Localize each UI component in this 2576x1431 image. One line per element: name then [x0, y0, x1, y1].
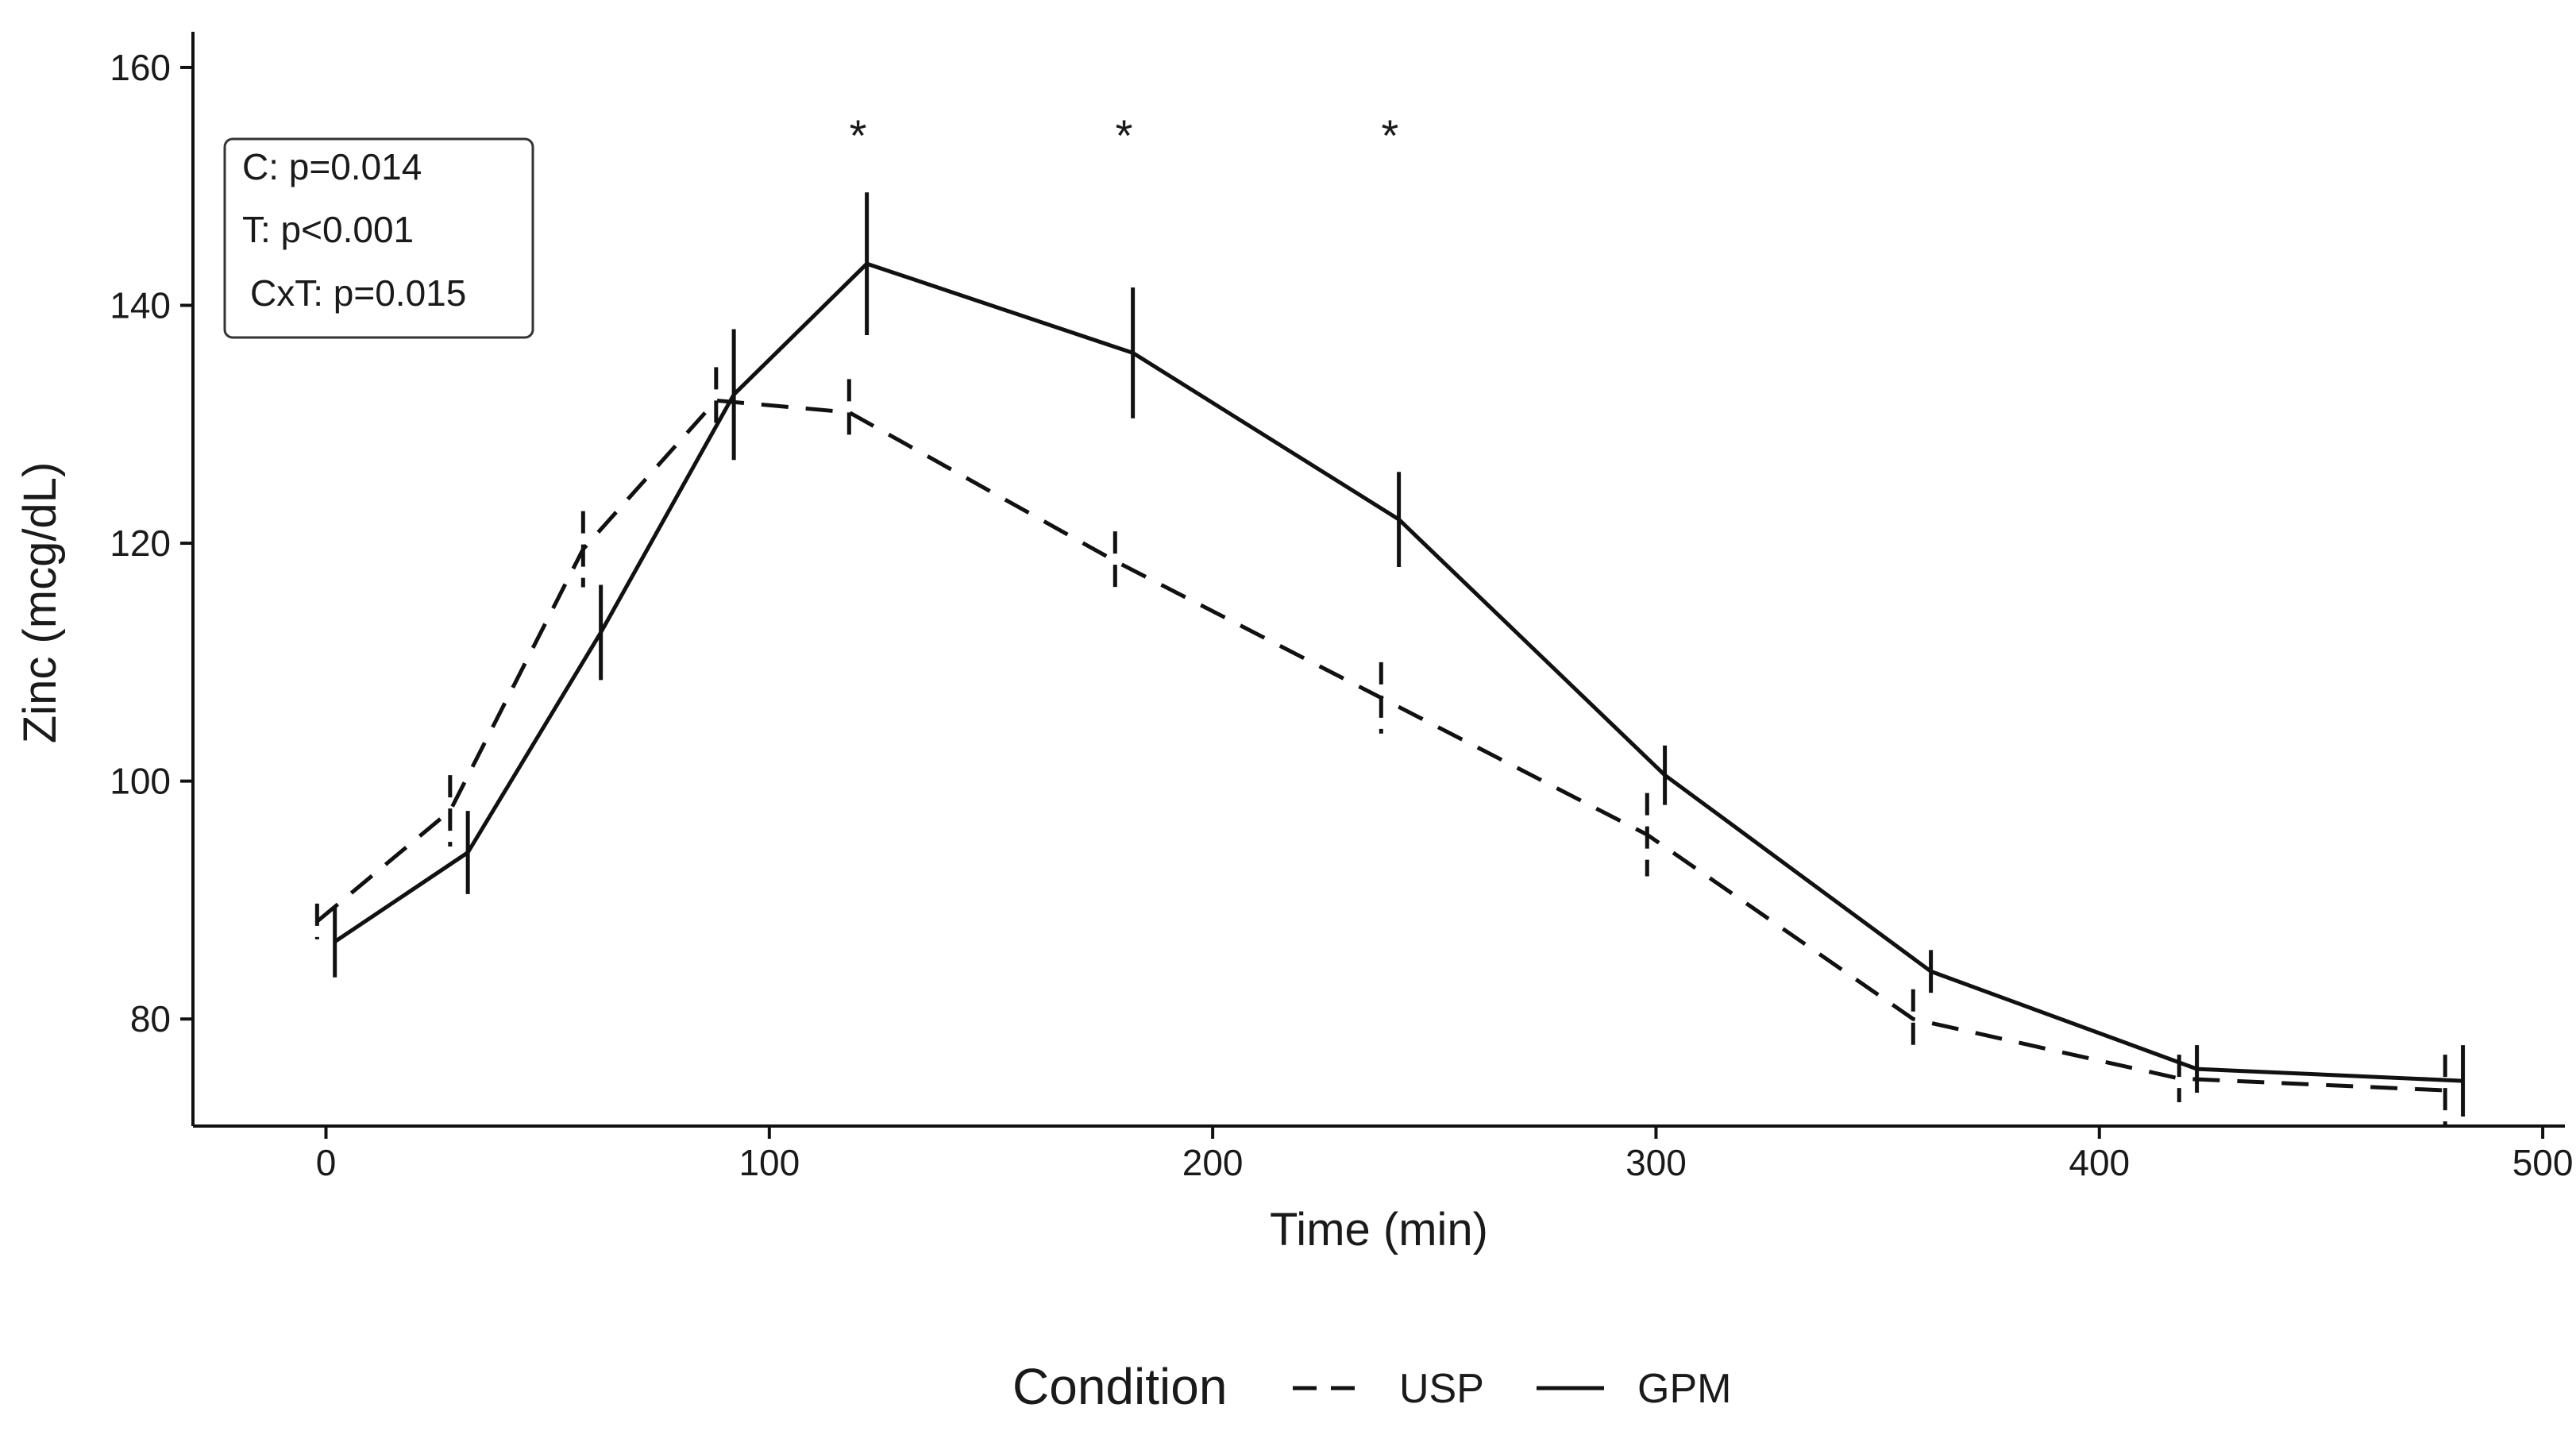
legend: Condition USP GPM: [1012, 1358, 1731, 1415]
y-tick-label: 120: [110, 523, 171, 564]
y-tick-label: 160: [110, 47, 171, 88]
annotations: * * * C: p=0.014 T: p<0.001 CxT: p=0.015: [223, 110, 1399, 339]
significance-star: *: [850, 110, 867, 160]
series-line-gpm: [334, 261, 2463, 1083]
significance-star: *: [1116, 110, 1133, 160]
y-tick-label: 80: [130, 998, 171, 1040]
x-tick-label: 500: [2512, 1142, 2574, 1183]
stats-line: T: p<0.001: [242, 209, 414, 250]
x-tick-label: 200: [1182, 1142, 1244, 1183]
legend-title: Condition: [1012, 1358, 1227, 1415]
stats-line: CxT: p=0.015: [250, 272, 466, 314]
x-tick-label: 0: [316, 1142, 337, 1183]
x-axis-title: Time (min): [1270, 1204, 1488, 1256]
series-usp: [314, 367, 2447, 1126]
x-tick-label: 100: [738, 1142, 800, 1183]
legend-label-usp: USP: [1399, 1366, 1484, 1412]
series-layer: [314, 192, 2466, 1126]
series-line-usp: [315, 398, 2446, 1093]
legend-label-gpm: GPM: [1637, 1366, 1731, 1412]
stats-line: C: p=0.014: [242, 146, 422, 187]
significance-star: *: [1382, 110, 1399, 160]
y-tick-label: 100: [110, 761, 171, 802]
y-axis-title: Zinc (mcg/dL): [14, 462, 66, 744]
axes: 0 100 200 300 400 500 80 100 120 140 160 Time (min)…: [14, 32, 2573, 1256]
y-tick-label: 140: [110, 285, 171, 326]
x-tick-label: 300: [1625, 1142, 1687, 1183]
series-gpm: [333, 192, 2466, 1117]
x-tick-label: 400: [2069, 1142, 2130, 1183]
stats-box: [223, 137, 534, 339]
